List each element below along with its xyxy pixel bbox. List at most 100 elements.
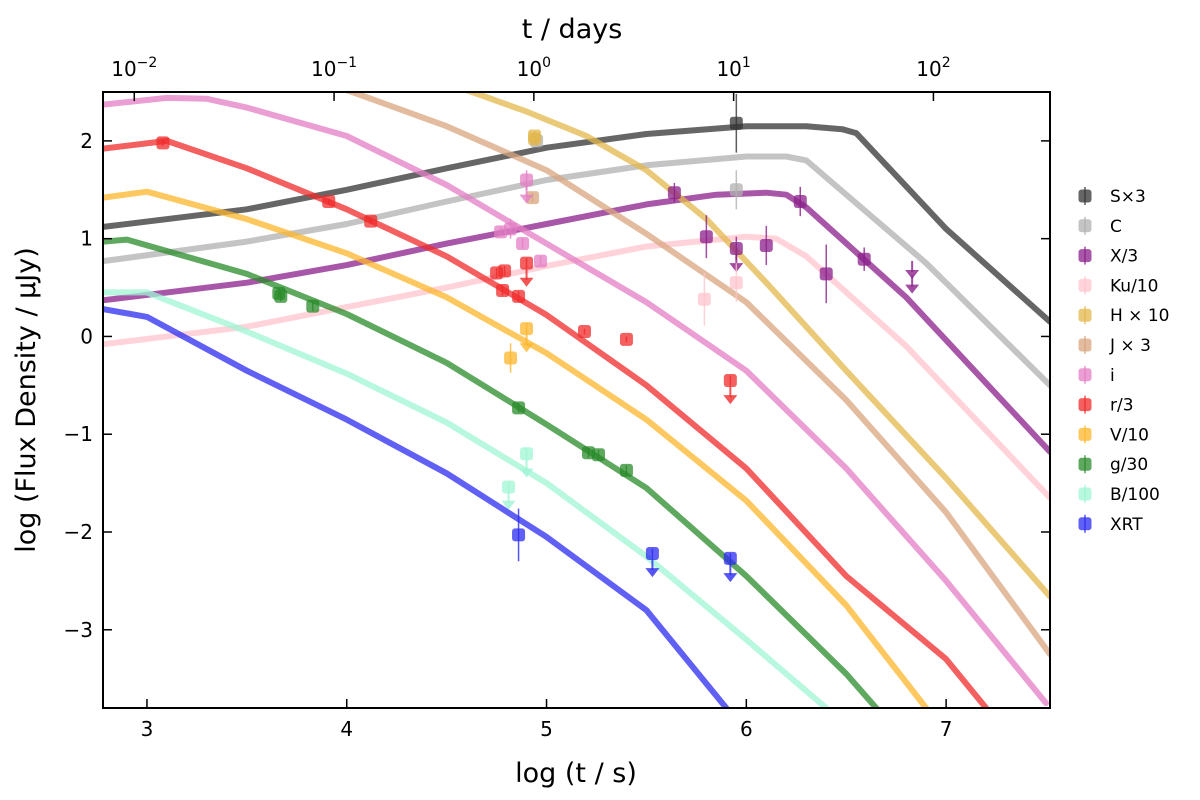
point-marker: [512, 289, 526, 303]
legend-label: XRT: [1110, 515, 1143, 535]
data-point: [729, 263, 743, 303]
model-curve-3: [103, 233, 1050, 501]
data-point: [156, 136, 170, 150]
x-tick-label: 5: [540, 717, 553, 741]
legend-label: V/10: [1110, 425, 1149, 445]
top-axis-title: t / days: [522, 14, 623, 45]
point-marker: [591, 448, 605, 462]
point-marker: [697, 292, 711, 306]
data-point: [526, 191, 540, 205]
legend-label: i: [1110, 366, 1115, 386]
legend-item: g/30: [1078, 455, 1148, 475]
legend-label: g/30: [1110, 455, 1148, 475]
data-point: [577, 325, 591, 339]
y-tick-label: 2: [80, 129, 93, 153]
data-point: [520, 447, 534, 461]
data-point: [723, 551, 737, 565]
data-point: [723, 373, 737, 387]
point-marker: [619, 463, 633, 477]
data-point: [496, 283, 510, 297]
y-axis-title: log (Flux Density / μJy): [11, 247, 42, 553]
data-point: [619, 463, 633, 477]
top-tick-label: 10−2: [111, 55, 157, 81]
arrow-head: [905, 284, 920, 294]
legend-item: X/3: [1078, 246, 1138, 267]
legend-marker: [1078, 278, 1092, 292]
legend-item: H × 10: [1078, 306, 1169, 326]
legend-label: J × 3: [1109, 336, 1151, 356]
upper-limit-arrow: [723, 386, 738, 405]
model-curve-9: [103, 236, 880, 708]
data-point: [516, 237, 530, 251]
upper-limit-arrow: [519, 459, 534, 478]
legend-item: J × 3: [1078, 336, 1151, 356]
arrow-head: [519, 343, 534, 353]
data-point: [528, 129, 542, 143]
point-marker: [364, 214, 378, 228]
model-curve-8: [103, 188, 930, 708]
data-points: [156, 93, 920, 583]
point-marker: [723, 551, 737, 565]
point-marker: [516, 237, 530, 251]
legend-marker: [1078, 249, 1092, 263]
y-tick-label: −1: [64, 422, 93, 446]
plot-frame: [102, 91, 1051, 709]
legend-marker: [1078, 457, 1092, 471]
y-tick-label: −3: [64, 618, 93, 642]
legend-marker: [1078, 219, 1092, 233]
legend-marker: [1078, 427, 1092, 441]
legend-label: C: [1110, 217, 1122, 237]
data-point: [520, 322, 534, 336]
data-point: [667, 182, 681, 203]
top-tick-label: 100: [517, 55, 551, 81]
point-marker: [699, 230, 713, 244]
data-point: [512, 401, 526, 415]
data-point: [504, 219, 518, 239]
point-marker: [581, 446, 595, 460]
model-curve-7: [103, 137, 990, 708]
legend-marker: [1078, 368, 1092, 382]
model-curve-11: [103, 306, 730, 708]
y-tick-label: −2: [64, 520, 93, 544]
upper-limit-arrow: [723, 564, 738, 583]
arrow-head: [905, 269, 920, 279]
legend-marker: [1078, 487, 1092, 501]
x-tick-label: 7: [940, 717, 953, 741]
point-marker: [520, 173, 534, 187]
point-marker: [577, 325, 591, 339]
point-marker: [819, 267, 833, 281]
data-point: [534, 254, 548, 268]
upper-limit-arrow: [905, 275, 920, 294]
point-marker: [504, 222, 518, 236]
point-marker: [729, 276, 743, 290]
point-marker: [729, 183, 743, 197]
model-curve-4: [464, 92, 1050, 600]
point-marker: [793, 195, 807, 209]
legend-item: XRT: [1078, 514, 1143, 535]
data-point: [591, 448, 605, 462]
model-curve-6: [103, 94, 1049, 707]
top-tick-label: 101: [716, 55, 750, 81]
axis-ticks: 3 4 5 6 7 −3 −2 −1 0 1 2 10−2 10−1 100 101 102: [64, 55, 1050, 741]
point-marker: [496, 283, 510, 297]
point-marker: [526, 191, 540, 205]
data-point: [494, 225, 508, 239]
point-marker: [534, 254, 548, 268]
legend-item: B/100: [1078, 485, 1160, 505]
data-point: [619, 332, 633, 346]
data-point: [759, 225, 773, 266]
legend-item: Ku/10: [1078, 276, 1158, 296]
x-tick-label: 4: [340, 717, 353, 741]
point-marker: [502, 480, 516, 494]
legend-label: X/3: [1110, 247, 1138, 267]
point-marker: [619, 332, 633, 346]
x-tick-label: 6: [740, 717, 753, 741]
data-point: [699, 215, 713, 259]
point-marker: [306, 299, 320, 313]
legend-label: B/100: [1110, 485, 1160, 505]
arrow-head: [519, 194, 534, 204]
model-curve-5: [344, 92, 1050, 658]
point-marker: [494, 225, 508, 239]
y-tick-label: 1: [80, 227, 93, 251]
point-marker: [528, 129, 542, 143]
